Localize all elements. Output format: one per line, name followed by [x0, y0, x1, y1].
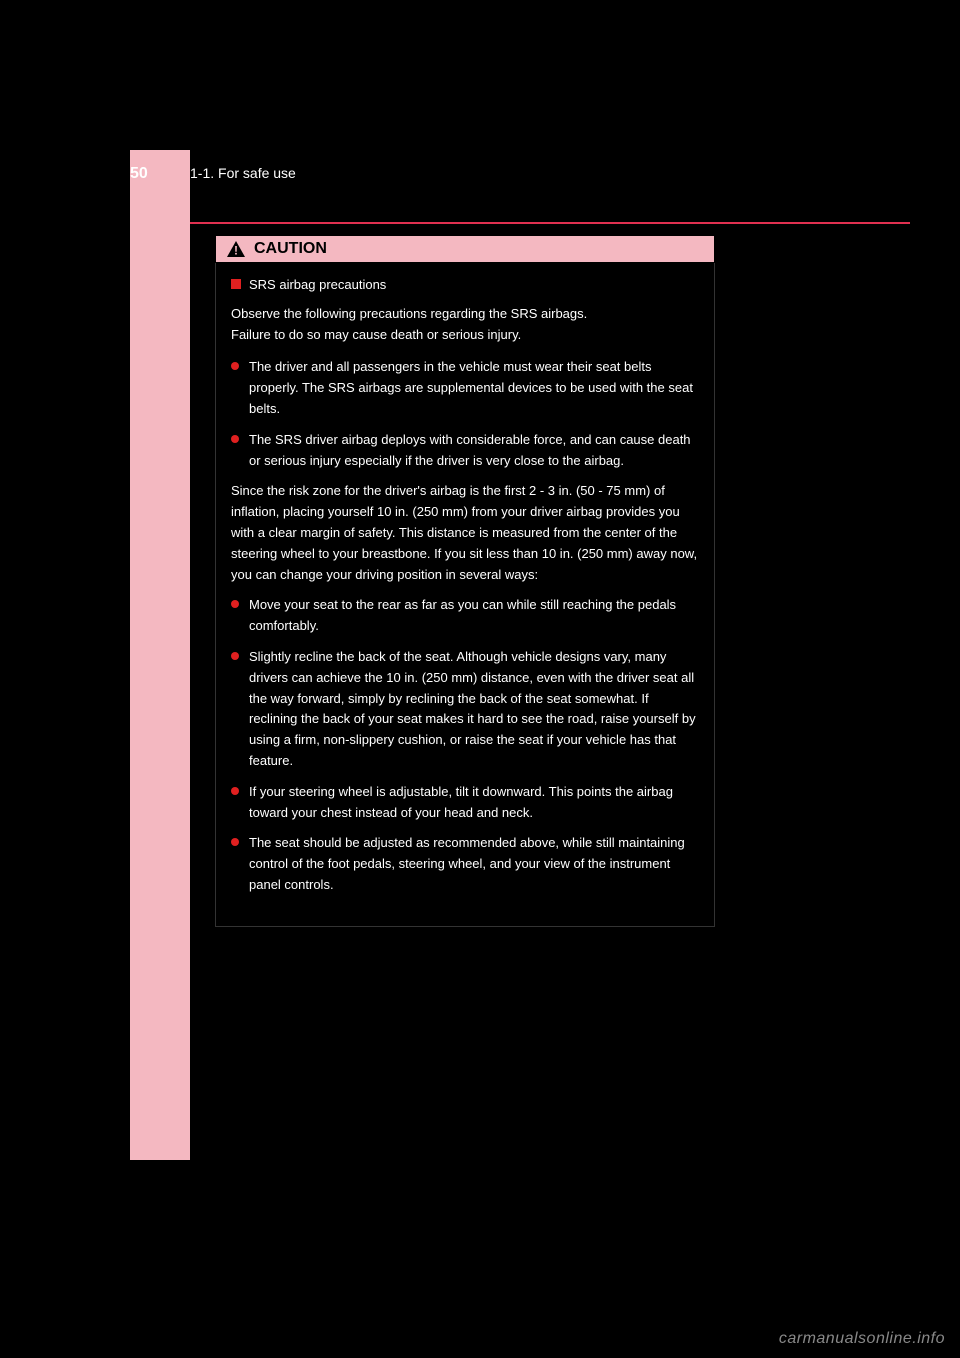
bullet-icon: [231, 787, 239, 795]
bullet-item: If your steering wheel is adjustable, ti…: [231, 782, 699, 824]
caution-box: ! CAUTION SRS airbag precautions Observe…: [215, 235, 715, 927]
bullet-text: The SRS driver airbag deploys with consi…: [249, 430, 699, 472]
bullet-icon: [231, 362, 239, 370]
caution-content: SRS airbag precautions Observe the follo…: [215, 263, 715, 927]
warning-triangle-icon: !: [226, 240, 246, 258]
section-marker-icon: [231, 279, 241, 289]
caution-header: ! CAUTION: [215, 235, 715, 263]
sub-paragraph: Since the risk zone for the driver's air…: [231, 481, 699, 585]
bullet-text: Slightly recline the back of the seat. A…: [249, 647, 699, 772]
bullet-icon: [231, 838, 239, 846]
page-container: 50 1-1. For safe use ! CAUTION SRS airba…: [130, 150, 850, 1160]
bullet-item: Slightly recline the back of the seat. A…: [231, 647, 699, 772]
section-header: 1-1. For safe use: [190, 165, 296, 181]
bullet-text: If your steering wheel is adjustable, ti…: [249, 782, 699, 824]
caution-label: CAUTION: [254, 240, 327, 258]
bullet-item: The seat should be adjusted as recommend…: [231, 833, 699, 895]
bullet-text: The driver and all passengers in the veh…: [249, 357, 699, 419]
caution-section-title: SRS airbag precautions: [231, 275, 699, 296]
section-title-text: SRS airbag precautions: [249, 275, 386, 296]
bullet-text: The seat should be adjusted as recommend…: [249, 833, 699, 895]
bullet-icon: [231, 435, 239, 443]
bullet-icon: [231, 652, 239, 660]
bullet-item: The driver and all passengers in the veh…: [231, 357, 699, 419]
caution-intro: Observe the following precautions regard…: [231, 304, 699, 346]
bullet-item: The SRS driver airbag deploys with consi…: [231, 430, 699, 472]
watermark: carmanualsonline.info: [779, 1330, 945, 1348]
svg-text:!: !: [234, 244, 238, 258]
header-divider: [190, 222, 910, 224]
bullet-text: Move your seat to the rear as far as you…: [249, 595, 699, 637]
bullet-item: Move your seat to the rear as far as you…: [231, 595, 699, 637]
section-sidebar: [130, 150, 190, 1160]
bullet-icon: [231, 600, 239, 608]
page-number: 50: [130, 165, 148, 183]
